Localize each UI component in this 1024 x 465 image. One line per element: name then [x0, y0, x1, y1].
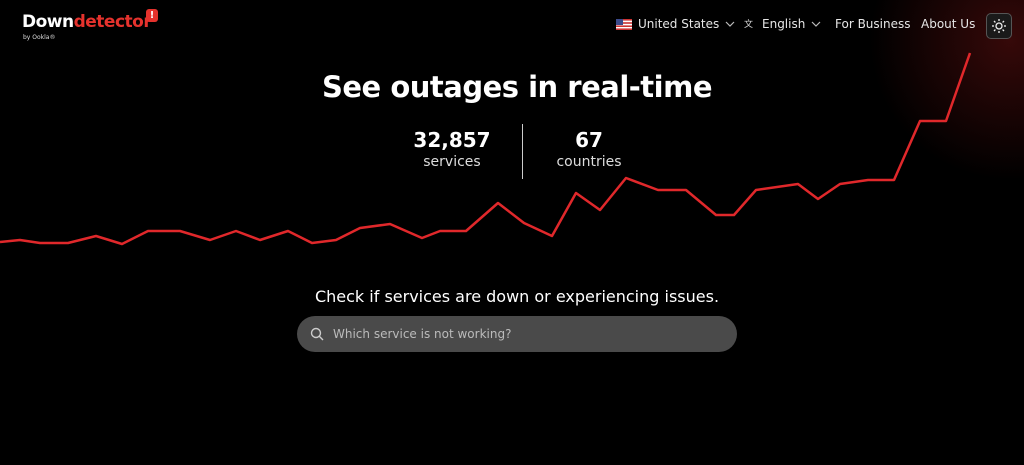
language-selector[interactable]: 文 English: [744, 17, 821, 31]
logo-word: Down: [22, 12, 74, 32]
divider: [522, 124, 523, 179]
stat: 32,857 services: [382, 128, 522, 170]
stat-label: countries: [556, 154, 622, 170]
stat-label: services: [423, 154, 481, 170]
search-prompt: Check if services are down or experienci…: [314, 287, 720, 306]
svg-text:文: 文: [744, 18, 753, 30]
nav-link[interactable]: About Us: [921, 17, 976, 31]
search-placeholder: Which service is not working?: [333, 327, 512, 341]
nav-link[interactable]: For Business: [835, 17, 911, 31]
search-box[interactable]: Which service is not working?: [297, 316, 737, 352]
stat-number: 67: [575, 128, 603, 152]
logo-byline: by Ookla®: [23, 34, 56, 41]
chevron: [725, 21, 735, 27]
stat-number: 32,857: [413, 128, 491, 152]
logo[interactable]: Downdetector: [22, 12, 152, 32]
sun-icon: [992, 19, 1006, 33]
logo-word: detector: [73, 12, 152, 32]
language-label: English: [762, 17, 806, 31]
hero-title: See outages in real-time: [322, 70, 713, 104]
theme-toggle[interactable]: [986, 13, 1012, 39]
country-selector[interactable]: United States: [616, 17, 735, 31]
stat: 67 countries: [519, 128, 659, 170]
flag-icon: [616, 18, 632, 30]
search-icon: [310, 327, 324, 341]
logo-badge: !: [146, 9, 158, 22]
chevron: [811, 21, 821, 27]
translate-icon: 文: [744, 18, 753, 30]
country-label: United States: [638, 17, 720, 31]
